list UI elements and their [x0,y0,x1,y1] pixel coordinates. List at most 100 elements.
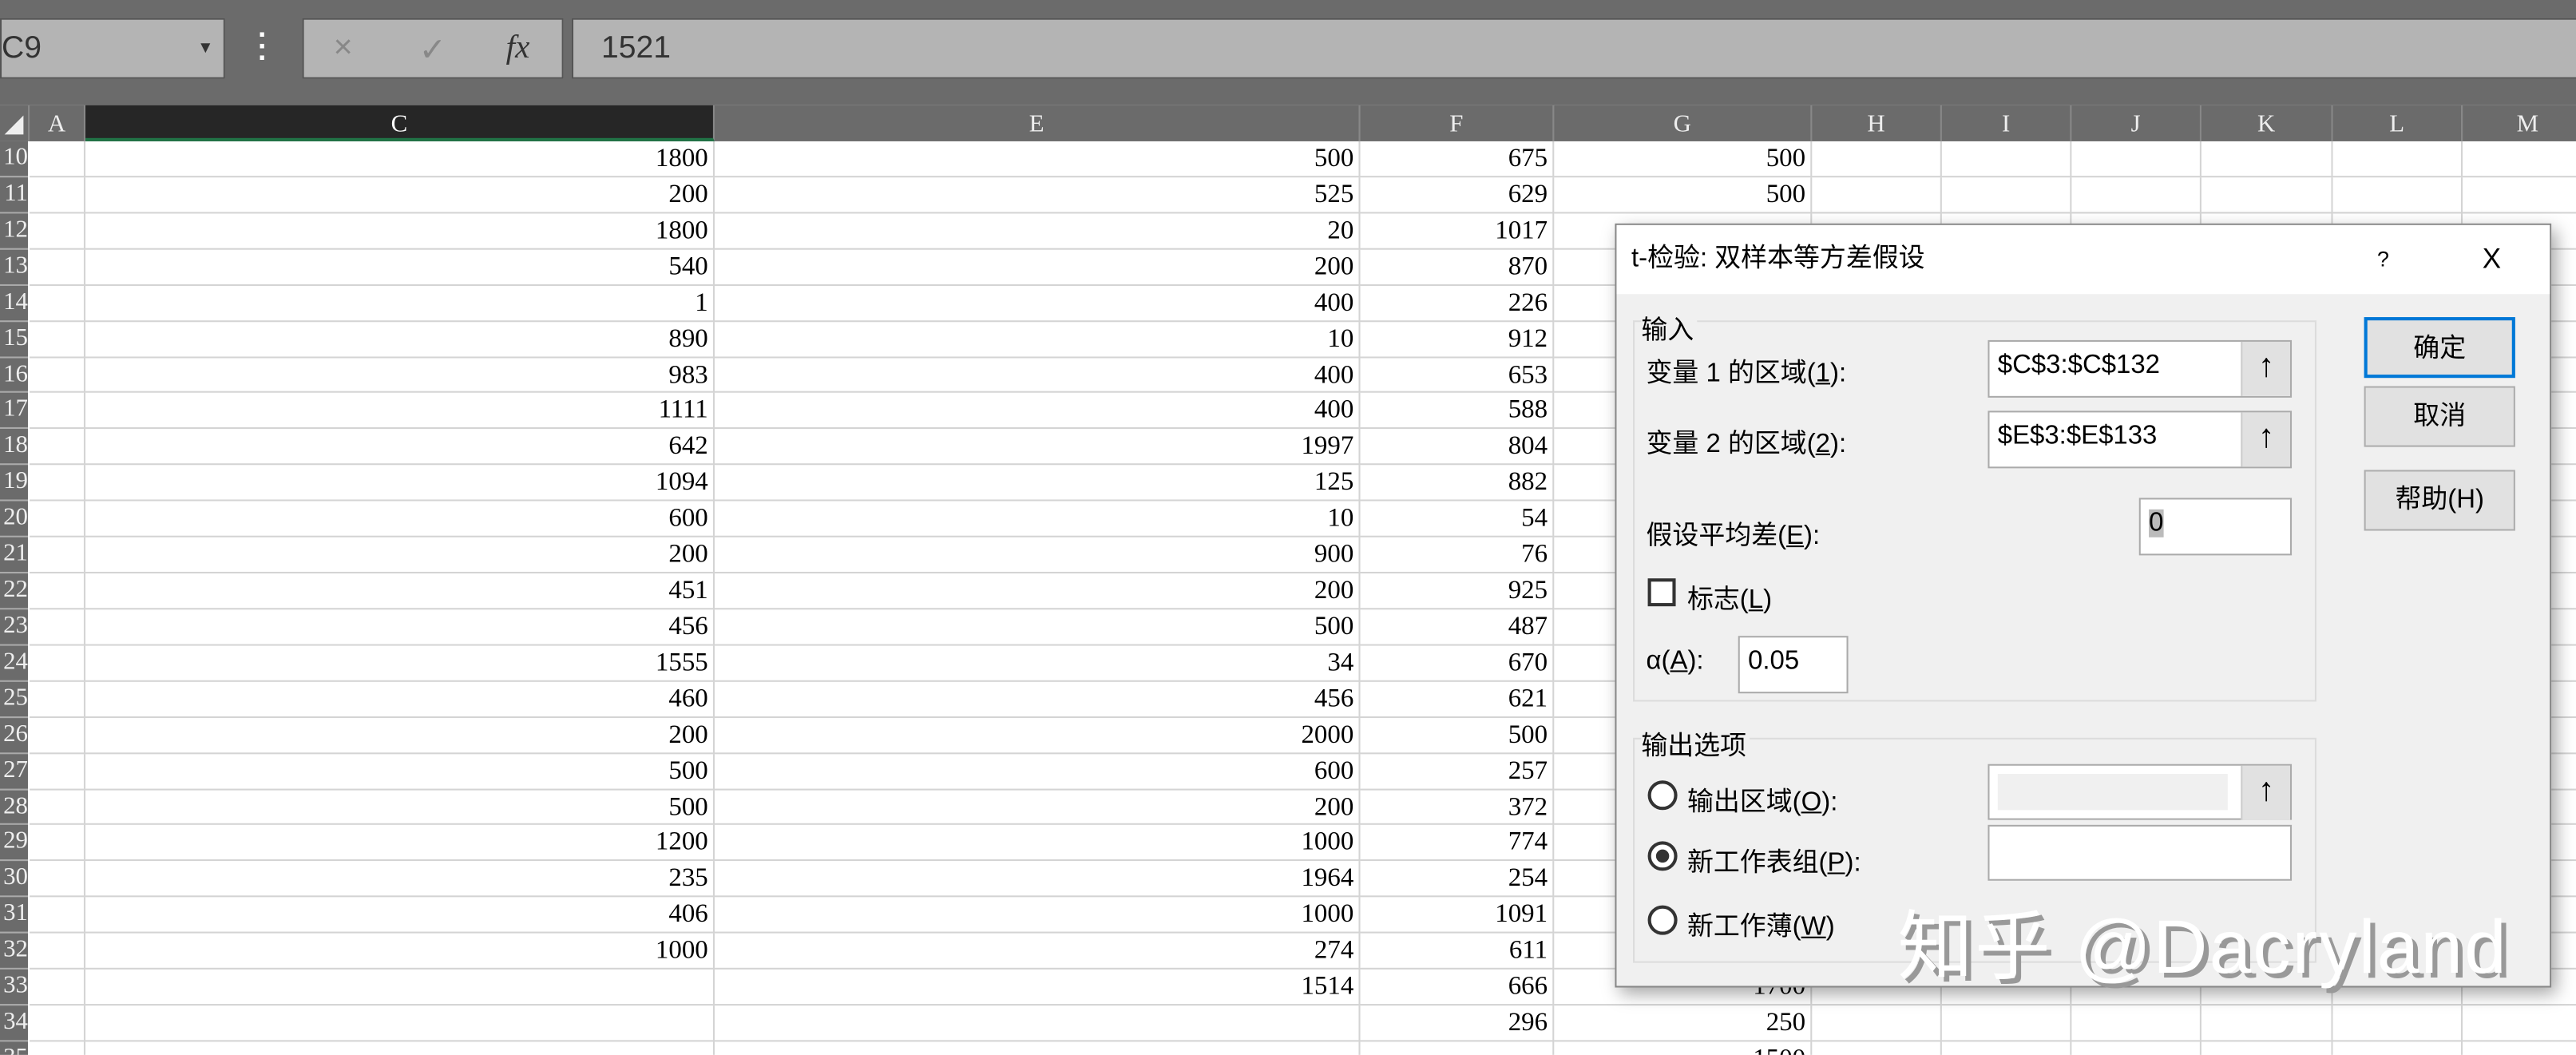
cell-m33[interactable] [2463,970,2576,1006]
alpha-input[interactable]: 0.05 [1738,636,1849,694]
more-icon[interactable]: · · · [258,18,268,74]
collapse-arrow-icon[interactable]: ↑ [2241,412,2291,467]
labels-checkbox[interactable] [1647,578,1676,607]
cell-e12[interactable]: 20 [714,213,1361,250]
column-header-f[interactable]: F [1360,105,1555,141]
cell-i33[interactable] [1941,970,2072,1006]
cell-a10[interactable] [30,141,85,178]
new-sheet-radio[interactable] [1647,841,1678,871]
row-header[interactable]: 14 [0,285,28,322]
cell-a30[interactable] [30,861,85,898]
cell-e19[interactable]: 125 [714,465,1361,502]
cell-a16[interactable] [30,357,85,394]
row-header[interactable]: 31 [0,897,28,934]
cell-e33[interactable]: 1514 [714,970,1361,1006]
cell-e35[interactable] [715,1041,1361,1055]
collapse-arrow-icon[interactable]: ↑ [2241,765,2291,820]
cell-c30[interactable]: 235 [85,861,715,898]
row-header[interactable]: 25 [0,681,28,718]
ok-button[interactable]: 确定 [2364,317,2515,379]
cell-a31[interactable] [30,897,85,934]
cell-c20[interactable]: 600 [85,501,715,537]
cell-e22[interactable]: 200 [714,573,1361,610]
cell-c10[interactable]: 1800 [85,141,715,178]
column-header-l[interactable]: L [2332,105,2463,141]
cell-j10[interactable] [2071,141,2201,178]
row-header[interactable]: 21 [0,537,28,574]
cell-e18[interactable]: 1997 [714,429,1361,466]
cell-a27[interactable] [30,753,85,790]
cancel-button[interactable]: 取消 [2364,386,2515,447]
cell-e15[interactable]: 10 [714,321,1361,358]
cell-a24[interactable] [30,645,85,682]
cell-e13[interactable]: 200 [714,249,1361,286]
cell-j35[interactable] [2071,1041,2201,1055]
cell-f11[interactable]: 629 [1360,177,1555,214]
cell-m10[interactable] [2463,141,2576,178]
check-icon[interactable]: ✓ [418,33,447,69]
cell-f30[interactable]: 254 [1360,861,1555,898]
cell-f33[interactable]: 666 [1360,970,1555,1006]
cell-f29[interactable]: 774 [1360,825,1555,862]
cell-k10[interactable] [2201,141,2333,178]
cell-l10[interactable] [2332,141,2463,178]
cell-m34[interactable] [2463,1005,2576,1042]
cell-a14[interactable] [30,285,85,322]
row-header[interactable]: 27 [0,753,28,790]
formula-input[interactable]: 1521 [571,18,2576,79]
chevron-down-icon[interactable]: ▼ [197,39,214,58]
row-header[interactable]: 29 [0,825,28,862]
cell-a22[interactable] [30,573,85,610]
column-header-k[interactable]: K [2201,105,2333,141]
cell-f19[interactable]: 882 [1360,465,1555,502]
cell-a13[interactable] [30,249,85,286]
cell-f13[interactable]: 870 [1360,249,1555,286]
cell-h33[interactable] [1812,970,1942,1006]
cell-f21[interactable]: 76 [1360,537,1555,574]
cell-e21[interactable]: 900 [714,537,1361,574]
cell-e14[interactable]: 400 [714,285,1361,322]
cell-c21[interactable]: 200 [85,537,715,574]
row-header[interactable]: 28 [0,789,28,826]
cell-a15[interactable] [30,321,85,358]
cell-a21[interactable] [30,537,85,574]
cell-e16[interactable]: 400 [714,357,1361,394]
cell-e25[interactable]: 456 [714,681,1361,718]
row-header[interactable]: 13 [0,249,28,286]
cell-a23[interactable] [30,609,85,646]
cell-c31[interactable]: 406 [85,897,715,934]
column-header-g[interactable]: G [1554,105,1813,141]
cell-c15[interactable]: 890 [85,321,715,358]
cell-e28[interactable]: 200 [714,789,1361,826]
row-header[interactable]: 12 [0,213,28,250]
cell-i35[interactable] [1942,1041,2072,1055]
cell-c23[interactable]: 456 [85,609,715,646]
new-sheet-name-input[interactable] [1987,824,2293,881]
cell-a26[interactable] [30,717,85,754]
row-header[interactable]: 34 [0,1005,28,1042]
cell-c11[interactable]: 200 [85,177,715,214]
close-icon[interactable]: X [2482,243,2502,275]
cell-a29[interactable] [30,825,85,862]
cell-a12[interactable] [30,213,85,250]
cell-e20[interactable]: 10 [714,501,1361,537]
cell-e31[interactable]: 1000 [714,897,1361,934]
cell-c27[interactable]: 500 [85,753,715,790]
cell-f12[interactable]: 1017 [1360,213,1555,250]
cell-f20[interactable]: 54 [1360,501,1555,537]
cell-l35[interactable] [2333,1041,2463,1055]
cell-e29[interactable]: 1000 [714,825,1361,862]
cell-j33[interactable] [2071,970,2201,1006]
column-header-a[interactable]: A [30,105,85,141]
collapse-arrow-icon[interactable]: ↑ [2241,341,2291,396]
column-header-c[interactable]: C [85,105,715,141]
cell-l34[interactable] [2332,1005,2463,1042]
column-header-m[interactable]: M [2463,105,2576,141]
cell-i34[interactable] [1941,1005,2072,1042]
help-button[interactable]: 帮助(H) [2364,470,2515,531]
cell-a25[interactable] [30,681,85,718]
cell-l33[interactable] [2332,970,2463,1006]
new-workbook-radio[interactable] [1647,905,1678,935]
cell-g34[interactable]: 250 [1554,1005,1813,1042]
cell-a32[interactable] [30,934,85,970]
